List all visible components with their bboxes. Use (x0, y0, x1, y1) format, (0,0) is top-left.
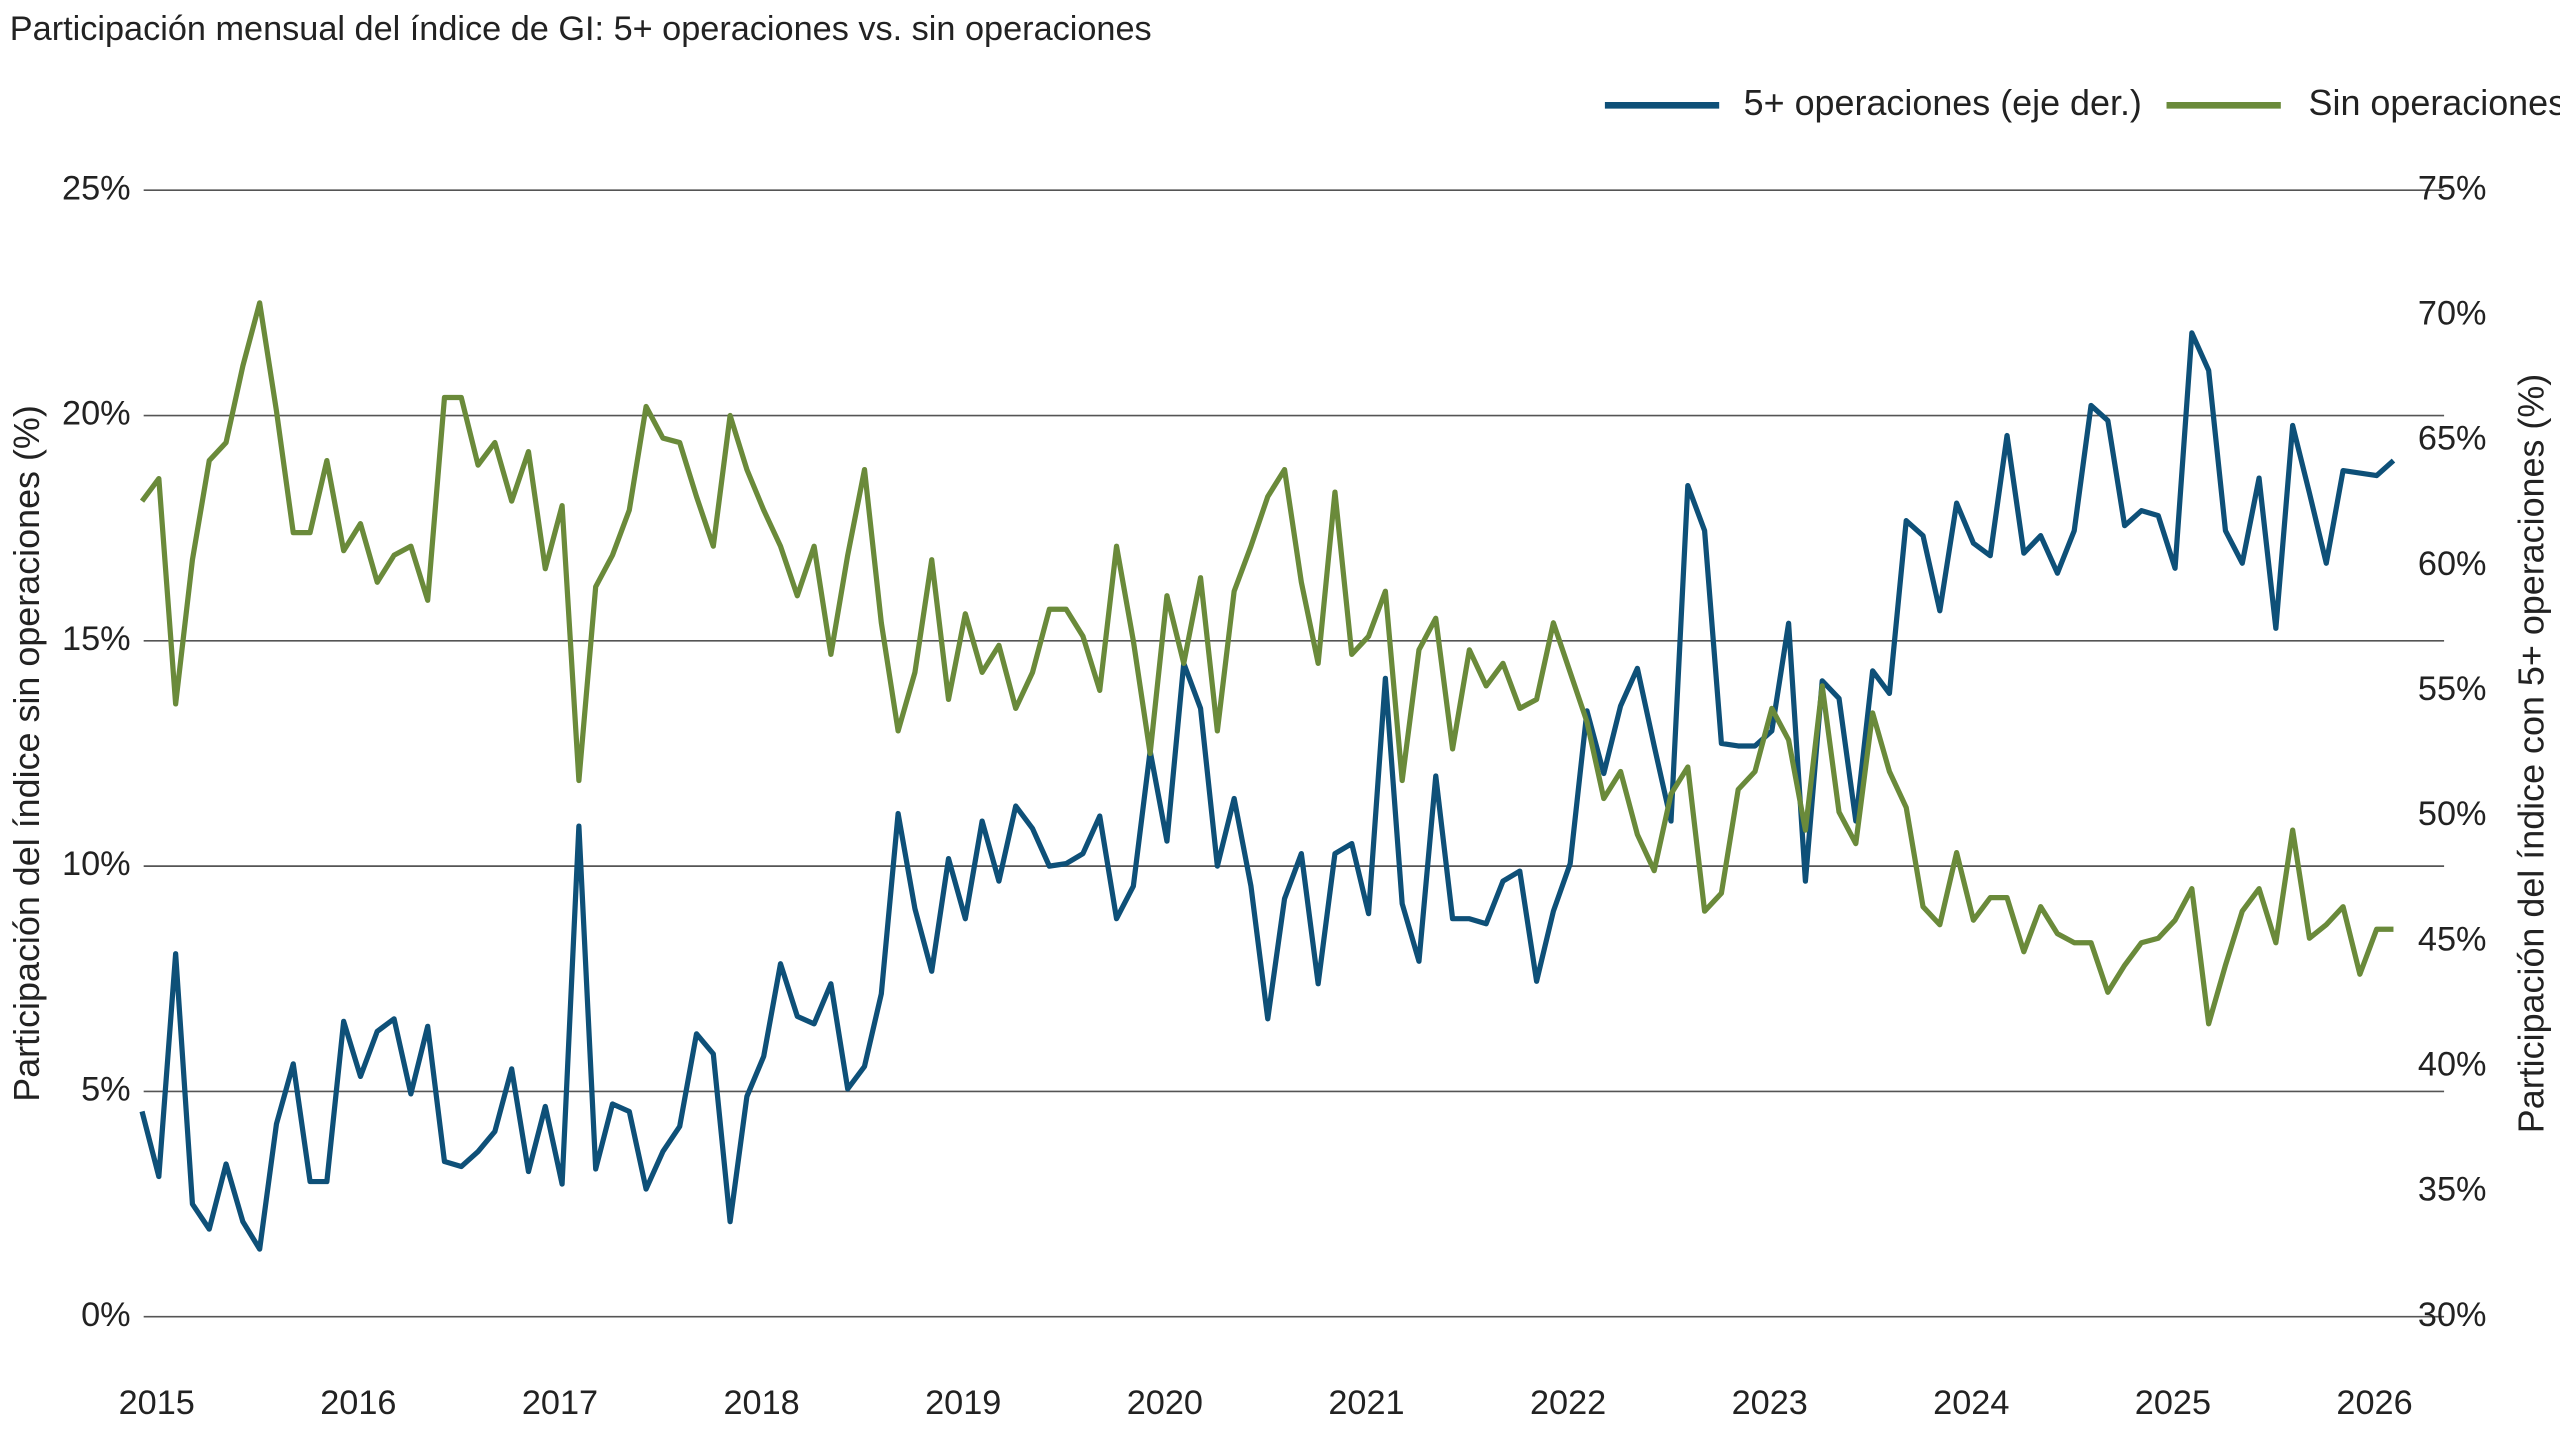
y2-tick-label: 75% (2418, 169, 2487, 207)
y2-tick-label: 40% (2418, 1045, 2487, 1083)
x-tick-label: 2026 (2336, 1384, 2412, 1422)
y-tick-label: 10% (62, 845, 131, 883)
y-tick-label: 15% (62, 620, 131, 658)
x-tick-label: 2025 (2135, 1384, 2211, 1422)
y-tick-label: 0% (81, 1296, 131, 1334)
x-tick-label: 2023 (1732, 1384, 1808, 1422)
x-tick-label: 2020 (1127, 1384, 1203, 1422)
chart-title: Participación mensual del índice de GI: … (10, 10, 1152, 48)
y2-tick-label: 35% (2418, 1171, 2487, 1209)
y-axis-label: Participación del índice sin operaciones… (6, 405, 47, 1102)
x-tick-label: 2017 (522, 1384, 598, 1422)
x-tick-label: 2019 (925, 1384, 1001, 1422)
series-line (139, 330, 2396, 1252)
y-tick-label: 20% (62, 395, 131, 433)
y2-tick-label: 50% (2418, 795, 2487, 833)
y-tick-label: 5% (81, 1070, 131, 1108)
legend-label: Sin operaciones (2309, 82, 2560, 123)
y2-tick-label: 60% (2418, 545, 2487, 583)
x-tick-label: 2021 (1328, 1384, 1404, 1422)
x-tick-label: 2018 (723, 1384, 799, 1422)
legend-label: 5+ operaciones (eje der.) (1744, 82, 2142, 123)
y2-tick-label: 55% (2418, 670, 2487, 708)
y2-tick-label: 70% (2418, 294, 2487, 332)
y2-axis-label: Participación del índice con 5+ operacio… (2511, 374, 2552, 1133)
x-tick-label: 2024 (1933, 1384, 2009, 1422)
x-tick-label: 2016 (320, 1384, 396, 1422)
x-tick-label: 2015 (119, 1384, 195, 1422)
series-line (139, 300, 2394, 1027)
y2-tick-label: 65% (2418, 420, 2487, 458)
y2-tick-label: 45% (2418, 920, 2487, 958)
x-tick-label: 2022 (1530, 1384, 1606, 1422)
y2-tick-label: 30% (2418, 1296, 2487, 1334)
y-tick-label: 25% (62, 169, 131, 207)
